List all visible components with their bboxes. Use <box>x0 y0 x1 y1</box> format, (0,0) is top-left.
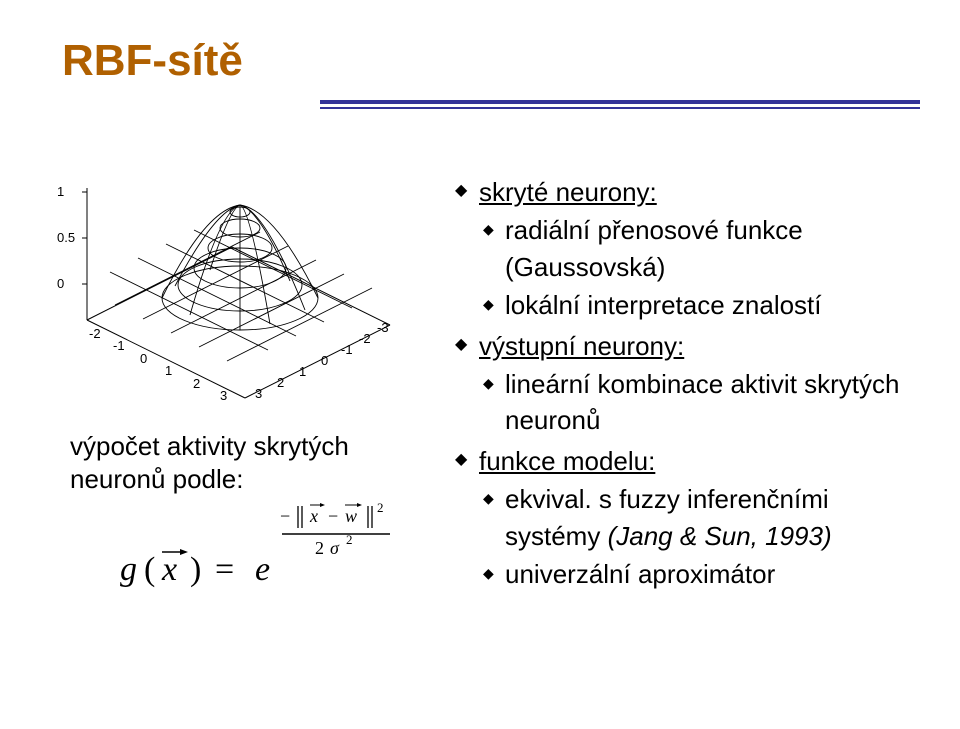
bullet-radial-transfer: radiální přenosové funkce (Gaussovská) <box>455 212 925 285</box>
svg-text:-1: -1 <box>341 342 353 357</box>
svg-text:w: w <box>345 506 357 526</box>
svg-text:−: − <box>328 506 338 526</box>
svg-text:e: e <box>255 551 270 588</box>
svg-text:3: 3 <box>255 386 262 401</box>
activity-caption: výpočet aktivity skrytých neuronů podle: <box>70 430 450 495</box>
bullet-local-interpretation: lokální interpretace znalostí <box>455 287 925 323</box>
bullet-fuzzy-equiv: ekvival. s fuzzy inferenčními systémy (J… <box>455 481 925 554</box>
svg-text:2: 2 <box>377 500 384 515</box>
rule-thin <box>320 107 920 109</box>
svg-text:2: 2 <box>346 532 353 547</box>
svg-text:): ) <box>190 551 201 588</box>
bullet-linear-combination: lineární kombinace aktivit skrytých neur… <box>455 366 925 439</box>
bullet-list: skryté neurony: radiální přenosové funkc… <box>455 170 925 592</box>
svg-text:g: g <box>120 551 137 588</box>
svg-text:(: ( <box>144 551 155 588</box>
svg-text:1: 1 <box>57 184 64 199</box>
svg-text:1: 1 <box>165 363 172 378</box>
svg-text:1: 1 <box>299 364 306 379</box>
title-rule <box>320 100 920 109</box>
svg-text:-3: -3 <box>377 320 389 335</box>
svg-text:x: x <box>309 506 318 526</box>
caption-line-2: neuronů podle: <box>70 463 450 496</box>
page-title: RBF-sítě <box>62 36 243 86</box>
svg-text:x: x <box>161 551 177 588</box>
svg-text:0.5: 0.5 <box>57 230 75 245</box>
bullet-output-neurons: výstupní neurony: <box>455 328 925 364</box>
rule-thick <box>320 100 920 104</box>
svg-text:2: 2 <box>277 375 284 390</box>
svg-text:-1: -1 <box>113 338 125 353</box>
bullet-model-functions: funkce modelu: <box>455 443 925 479</box>
svg-text:3: 3 <box>220 388 227 403</box>
caption-line-1: výpočet aktivity skrytých <box>70 430 450 463</box>
svg-text:-2: -2 <box>359 331 371 346</box>
title-text: RBF-sítě <box>62 36 243 85</box>
bullet-hidden-neurons: skryté neurony: <box>455 174 925 210</box>
gaussian-surface-plot: 1 0.5 0 -2 -1 0 1 2 3 3 2 1 0 -1 -2 -3 <box>55 170 410 410</box>
svg-text:0: 0 <box>57 276 64 291</box>
svg-text:0: 0 <box>321 353 328 368</box>
svg-text:=: = <box>215 551 234 588</box>
svg-text:−: − <box>280 506 290 526</box>
svg-text:σ: σ <box>330 538 340 558</box>
gaussian-formula: g ( x ) = e − x − w 2 2 <box>120 500 440 605</box>
svg-text:2: 2 <box>315 538 324 558</box>
svg-text:0: 0 <box>140 351 147 366</box>
bullet-universal-approx: univerzální aproximátor <box>455 556 925 592</box>
svg-text:2: 2 <box>193 376 200 391</box>
svg-text:-2: -2 <box>89 326 101 341</box>
